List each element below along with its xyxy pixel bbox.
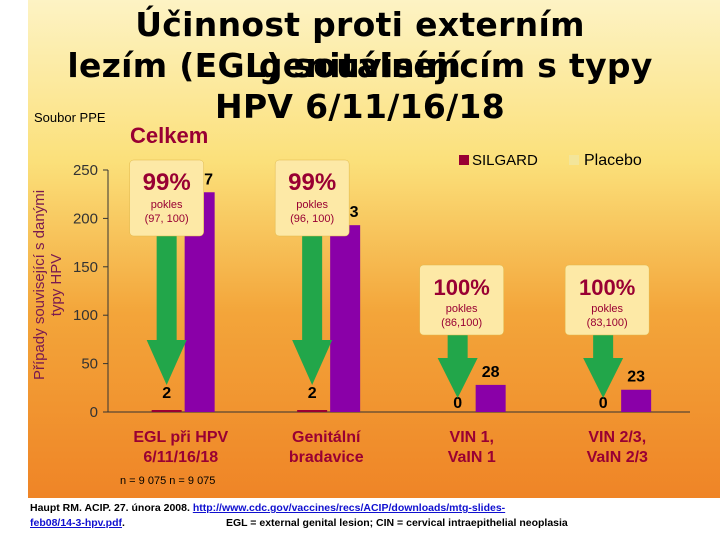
y-tick-label: 200 bbox=[73, 210, 98, 227]
annotation-box bbox=[129, 159, 204, 237]
reduction-word: pokles bbox=[591, 303, 623, 315]
reduction-arrow bbox=[583, 335, 624, 398]
annotation-box bbox=[419, 264, 504, 336]
bar-chart: 0501001502002502227EGL při HPV6/11/16/18… bbox=[73, 159, 690, 466]
reduction-ci: (97, 100) bbox=[145, 213, 189, 225]
reduction-word: pokles bbox=[296, 199, 328, 211]
citation-link-part-1[interactable]: http://www.cdc.gov/vaccines/recs/ACIP/do… bbox=[192, 502, 506, 514]
category-label: EGL při HPV bbox=[133, 429, 228, 446]
reduction-ci: (96, 100) bbox=[290, 213, 334, 225]
title-line-1: Účinnost proti externím genitálním bbox=[135, 5, 585, 85]
reduction-word: pokles bbox=[446, 303, 478, 315]
citation-line-1: Haupt RM. ACIP. 27. února 2008. http://w… bbox=[30, 502, 505, 514]
y-tick-label: 0 bbox=[90, 404, 98, 421]
reduction-ci: (86,100) bbox=[441, 317, 482, 329]
title-line-2: lezím (EGL) souvisejícím s typy bbox=[67, 46, 653, 85]
category-label: 6/11/16/18 bbox=[143, 449, 218, 466]
legend-swatch-silgard bbox=[459, 155, 469, 165]
data-label-placebo: 23 bbox=[627, 369, 645, 386]
data-label-silgard: 0 bbox=[599, 395, 608, 412]
reduction-word: pokles bbox=[151, 199, 183, 211]
data-label-silgard: 2 bbox=[308, 385, 317, 402]
annotation-box bbox=[564, 264, 650, 336]
y-tick-label: 50 bbox=[81, 356, 98, 373]
section-label: Celkem bbox=[130, 123, 209, 148]
bar-placebo bbox=[330, 225, 361, 412]
bar-placebo bbox=[475, 384, 506, 412]
subset-label: Soubor PPE bbox=[34, 110, 106, 125]
y-tick-label: 250 bbox=[73, 162, 98, 179]
abbreviations-note: EGL = external genital lesion; CIN = cer… bbox=[226, 517, 568, 529]
footer-panel bbox=[28, 498, 720, 540]
reduction-percent: 100% bbox=[579, 275, 635, 300]
reduction-percent: 100% bbox=[434, 275, 490, 300]
legend-label-silgard: SILGARD bbox=[472, 152, 538, 169]
data-label-silgard: 0 bbox=[453, 395, 462, 412]
citation-link-part-2[interactable]: feb08/14-3-hpv.pdf bbox=[30, 517, 122, 529]
category-label: Genitální bbox=[292, 429, 361, 446]
reduction-ci: (83,100) bbox=[587, 317, 628, 329]
y-tick-label: 150 bbox=[73, 259, 98, 276]
bar-silgard bbox=[297, 410, 328, 412]
category-label: bradavice bbox=[289, 449, 364, 466]
reduction-percent: 99% bbox=[143, 169, 191, 196]
bar-placebo bbox=[621, 389, 652, 412]
data-label-placebo: 28 bbox=[482, 364, 500, 381]
reduction-percent: 99% bbox=[288, 169, 336, 196]
annotation-box bbox=[274, 159, 350, 237]
citation-prefix: Haupt RM. ACIP. 27. února 2008. bbox=[30, 502, 190, 514]
data-label-silgard: 2 bbox=[162, 385, 171, 402]
title-line-3: HPV 6/11/16/18 bbox=[215, 87, 505, 126]
category-label: VIN 1, bbox=[450, 429, 494, 446]
category-label: VaIN 2/3 bbox=[587, 449, 648, 466]
legend-swatch-placebo bbox=[569, 155, 579, 165]
citation-period: . bbox=[122, 517, 125, 529]
citation-line-2: feb08/14-3-hpv.pdf. bbox=[30, 517, 125, 529]
y-tick-label: 100 bbox=[73, 307, 98, 324]
left-white-strip bbox=[0, 0, 28, 540]
category-label: VaIN 1 bbox=[448, 449, 496, 466]
category-label: VIN 2/3, bbox=[588, 429, 646, 446]
reduction-arrow bbox=[146, 218, 187, 385]
bar-silgard bbox=[151, 410, 182, 412]
reduction-arrow bbox=[292, 218, 333, 385]
reduction-arrow bbox=[437, 335, 478, 398]
legend-label-placebo: Placebo bbox=[584, 152, 642, 169]
sample-size-note: n = 9 075 n = 9 075 bbox=[120, 475, 216, 487]
